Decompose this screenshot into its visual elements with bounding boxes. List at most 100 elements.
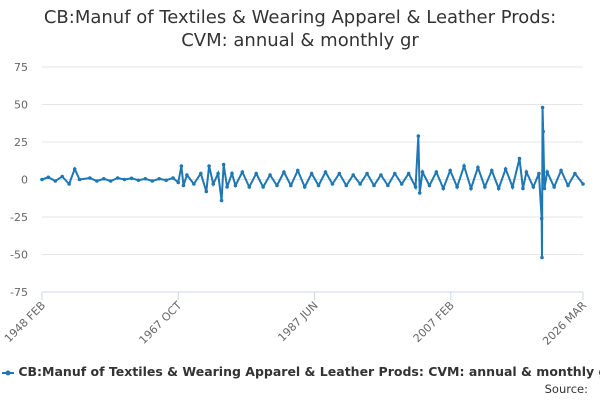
- data-point: [254, 171, 259, 176]
- data-point: [122, 177, 127, 182]
- data-point: [344, 183, 349, 188]
- data-point: [216, 171, 220, 176]
- data-point: [171, 176, 175, 180]
- legend-swatch: [2, 370, 14, 375]
- data-point: [337, 171, 342, 176]
- data-point: [476, 165, 480, 170]
- data-point: [406, 171, 411, 176]
- data-point: [240, 170, 245, 174]
- data-point: [164, 178, 168, 183]
- data-point: [207, 164, 211, 168]
- data-line: [41, 107, 584, 258]
- data-point: [531, 185, 536, 189]
- data-point: [143, 176, 148, 181]
- legend[interactable]: CB:Manuf of Textiles & Wearing Apparel &…: [2, 364, 600, 379]
- data-point: [455, 185, 459, 189]
- data-point: [316, 183, 321, 188]
- data-point: [289, 183, 293, 188]
- data-point: [95, 179, 99, 183]
- data-point: [379, 173, 383, 177]
- data-point: [40, 177, 44, 182]
- data-point: [386, 183, 390, 188]
- data-point: [221, 162, 226, 167]
- data-point: [211, 182, 216, 186]
- data-point: [417, 191, 422, 195]
- x-tick-label: 1987 JUN: [275, 299, 320, 344]
- data-point: [540, 105, 545, 110]
- data-point: [537, 171, 541, 176]
- data-point: [469, 186, 473, 191]
- data-point: [573, 171, 577, 176]
- data-point: [309, 171, 314, 176]
- data-point: [503, 167, 508, 171]
- data-point: [302, 185, 307, 189]
- data-point: [448, 168, 453, 173]
- data-point: [268, 173, 272, 177]
- data-point: [198, 171, 203, 176]
- data-point: [365, 171, 369, 176]
- data-point: [539, 216, 544, 221]
- data-point: [176, 180, 181, 185]
- y-tick-label: 75: [14, 61, 28, 74]
- legend-label: CB:Manuf of Textiles & Wearing Apparel &…: [18, 364, 600, 379]
- data-point: [399, 182, 404, 186]
- data-point: [77, 177, 82, 182]
- data-point: [60, 174, 65, 179]
- data-point: [434, 170, 439, 174]
- data-point: [185, 173, 189, 177]
- data-point: [261, 185, 265, 189]
- data-point: [157, 176, 162, 181]
- data-point: [230, 171, 234, 176]
- data-point: [275, 183, 279, 188]
- data-point: [192, 182, 196, 186]
- data-point: [181, 183, 186, 188]
- x-tick-label: 1948 FEB: [2, 299, 48, 345]
- data-point: [179, 164, 184, 168]
- data-point: [323, 170, 328, 174]
- data-point: [483, 185, 487, 189]
- data-point: [247, 185, 252, 189]
- data-point: [150, 179, 155, 183]
- data-point: [330, 182, 335, 186]
- data-point: [581, 182, 585, 186]
- y-tick-label: 25: [14, 136, 28, 149]
- data-point: [462, 164, 466, 168]
- data-point: [524, 170, 529, 174]
- data-point: [295, 168, 300, 173]
- data-point: [420, 170, 425, 174]
- data-point: [88, 176, 92, 180]
- data-point: [392, 171, 397, 176]
- data-point: [115, 176, 120, 180]
- data-point: [517, 156, 522, 161]
- data-point: [441, 186, 446, 191]
- data-point: [545, 170, 550, 174]
- chart-title: CB:Manuf of Textiles & Wearing Apparel &…: [43, 7, 557, 51]
- data-point: [372, 183, 376, 188]
- data-point: [233, 183, 238, 188]
- y-tick-label: -50: [10, 249, 28, 262]
- data-point: [46, 175, 51, 180]
- data-point: [101, 176, 106, 181]
- data-point: [282, 170, 286, 174]
- data-point: [136, 178, 141, 183]
- y-tick-label: -25: [10, 211, 28, 224]
- data-point: [413, 185, 418, 189]
- data-point: [552, 185, 556, 189]
- x-tick-label: 1967 OCT: [137, 299, 185, 347]
- data-point: [351, 173, 356, 177]
- data-point: [496, 186, 501, 191]
- data-point: [521, 186, 525, 191]
- data-point: [204, 189, 209, 194]
- data-point: [108, 179, 113, 183]
- data-point: [129, 176, 134, 181]
- data-point: [566, 183, 570, 188]
- source: Source:: [544, 382, 588, 396]
- x-tick-label: 2026 MAR: [540, 299, 589, 348]
- data-point: [416, 134, 421, 138]
- data-point: [559, 168, 563, 173]
- data-point: [489, 168, 494, 173]
- y-tick-label: 50: [14, 99, 28, 112]
- data-point: [542, 186, 547, 191]
